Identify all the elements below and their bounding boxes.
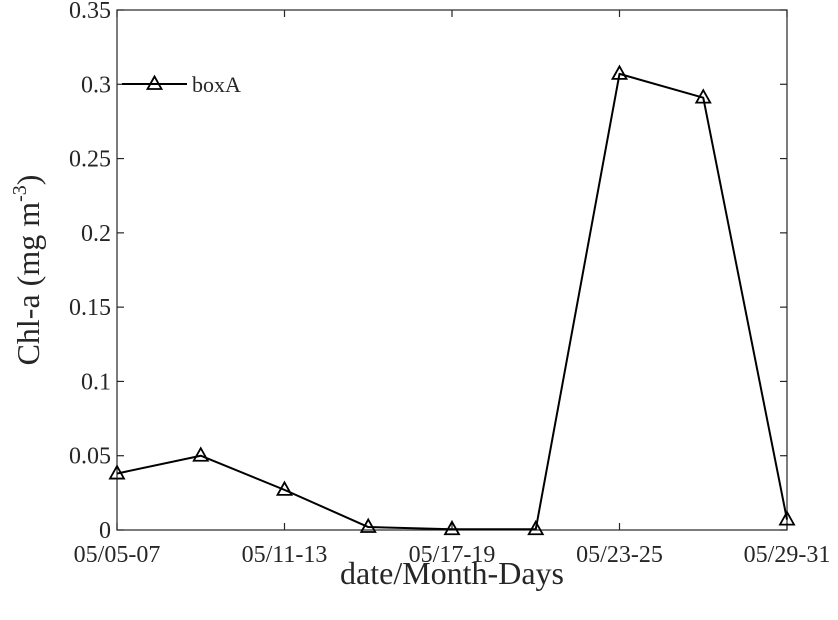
x-axis-title: date/Month-Days [340,555,564,591]
x-tick-label: 05/29-31 [744,542,831,568]
x-tick-label: 05/23-25 [576,542,663,568]
legend: boxA [122,72,241,97]
y-tick-label: 0.1 [81,369,111,395]
data-point [694,88,712,104]
legend-label-boxa: boxA [192,72,241,97]
data-point [778,510,796,526]
x-tick-labels: 05/05-07 05/11-13 05/17-19 05/23-25 05/29-31 [74,542,831,568]
x-tick-label: 05/11-13 [242,542,328,568]
y-axis-title-main: Chl-a (mg m [10,202,46,366]
x-tick-label: 05/05-07 [74,542,161,568]
y-axis-title-superscript: -3 [9,185,31,202]
legend-marker [145,74,164,90]
data-point [192,446,210,462]
y-tick-label: 0 [99,518,111,544]
x-tick-label: 05/17-19 [409,542,496,568]
y-tick-label: 0.2 [81,221,111,247]
y-tick-label: 0.3 [81,72,111,98]
data-point [108,464,126,480]
y-tick-label: 0.25 [69,147,111,173]
y-axis-title: Chl-a (mg m-3) [9,175,46,366]
y-tick-label: 0.15 [69,295,111,321]
y-tick-label: 0.05 [69,444,111,470]
y-tick-label: 0.35 [69,0,111,24]
y-axis-title-suffix: ) [10,175,46,186]
data-point [610,64,629,80]
data-point [527,519,545,536]
series-line [116,72,788,531]
data-point [359,517,377,533]
data-point [275,480,294,496]
series-layer [108,64,796,536]
data-point [443,519,461,536]
y-tick-labels: 0 0.05 0.1 0.15 0.2 0.25 0.3 0.35 [69,0,111,544]
